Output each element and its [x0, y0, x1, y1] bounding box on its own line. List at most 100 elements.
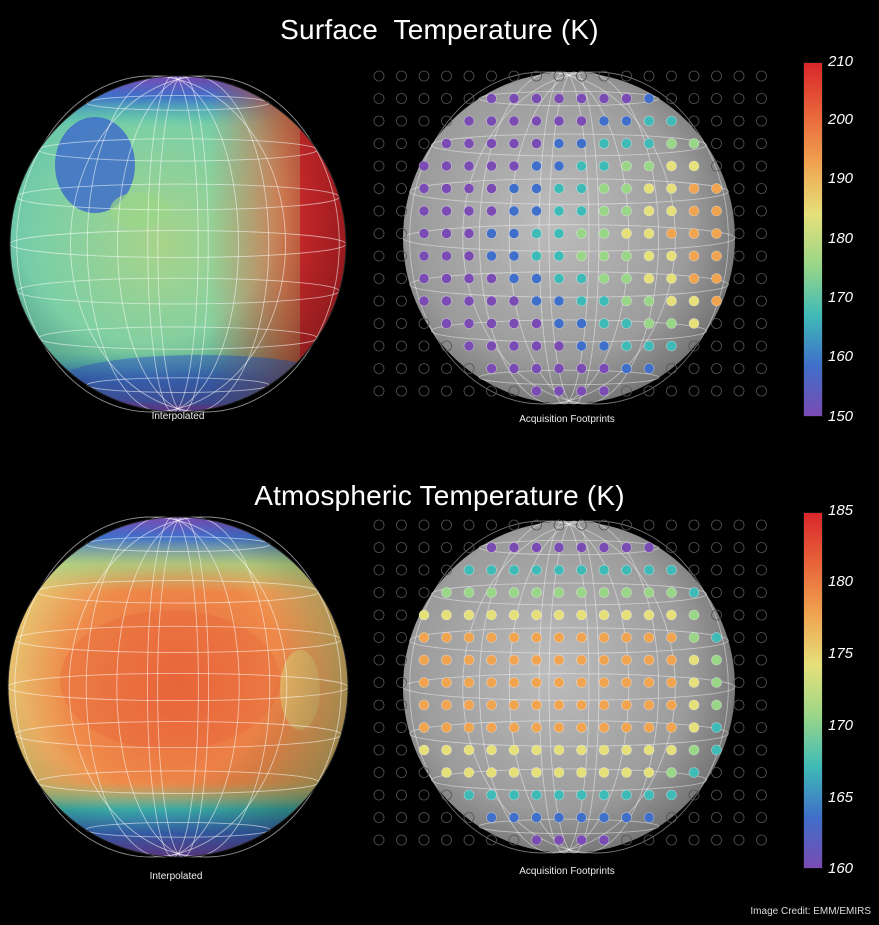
footprint-dot: [463, 767, 475, 778]
footprint-dot: [733, 722, 745, 733]
footprint-dot: [553, 542, 565, 553]
footprint-dot: [666, 699, 677, 711]
footprint-dot: [733, 363, 745, 374]
footprint-dot: [441, 654, 452, 666]
footprint-dot: [756, 789, 767, 801]
footprint-dot: [576, 250, 587, 262]
footprint-dot: [598, 138, 610, 149]
footprint-dot: [756, 677, 767, 688]
footprint-dot: [621, 609, 632, 621]
footprint-dot: [418, 767, 430, 778]
footprint-dot: [733, 385, 745, 397]
footprint-dot: [531, 183, 542, 194]
footprint-dot: [666, 183, 677, 194]
footprint-dot: [576, 789, 587, 801]
footprint-dot: [621, 632, 632, 643]
footprint-dot: [396, 744, 407, 756]
footprint-dot: [688, 205, 700, 217]
atmospheric-cb-label-180: 180: [828, 573, 854, 590]
footprint-dot: [396, 654, 407, 666]
footprint-dot: [666, 767, 677, 778]
footprint-dot: [441, 542, 452, 553]
footprint-dot: [373, 295, 385, 307]
footprint-dot: [553, 654, 565, 666]
footprint-dot: [621, 205, 632, 217]
footprint-dot: [643, 115, 655, 127]
footprint-dot: [711, 632, 722, 643]
footprint-dot: [621, 340, 632, 352]
footprint-dot: [666, 587, 677, 598]
footprint-dot: [756, 138, 767, 149]
footprint-dot: [621, 363, 632, 374]
footprint-dot: [553, 228, 565, 239]
footprint-dot: [621, 564, 632, 576]
footprint-dot: [711, 318, 722, 329]
footprint-dot: [531, 93, 542, 104]
footprint-dot: [666, 834, 677, 846]
footprint-dot: [756, 295, 767, 307]
footprint-dot: [441, 564, 452, 576]
footprint-dot: [711, 385, 722, 397]
footprint-dot: [666, 564, 677, 576]
footprint-dot: [508, 632, 520, 643]
surface-panel-title: Surface Temperature (K): [280, 14, 599, 45]
footprint-dot: [666, 93, 677, 104]
footprint-dot: [373, 273, 385, 284]
footprint-dot: [553, 699, 565, 711]
footprint-dot: [553, 564, 565, 576]
footprint-dot: [576, 542, 587, 553]
footprint-dot: [598, 115, 610, 127]
surface-colorbar: [803, 62, 823, 417]
footprint-dot: [418, 228, 430, 239]
footprint-dot: [733, 115, 745, 127]
footprint-dot: [621, 115, 632, 127]
footprint-dot: [441, 632, 452, 643]
footprint-dot: [441, 834, 452, 846]
footprint-dot: [598, 542, 610, 553]
footprint-dot: [463, 609, 475, 621]
footprint-dot: [396, 609, 407, 621]
footprint-dot: [598, 363, 610, 374]
footprint-dot: [486, 632, 497, 643]
surface-interpolated-globe: [9, 75, 347, 413]
footprint-dot: [373, 812, 385, 823]
footprint-dot: [508, 542, 520, 553]
footprint-dot: [553, 812, 565, 823]
footprint-dot: [711, 138, 722, 149]
footprint-dot: [711, 70, 722, 82]
footprint-dot: [508, 115, 520, 127]
atmospheric-cb-label-175: 175: [828, 645, 854, 662]
surface-cb-label-170: 170: [828, 289, 854, 306]
footprint-dot: [643, 250, 655, 262]
footprint-dot: [396, 542, 407, 553]
footprint-dot: [711, 183, 722, 194]
footprint-dot: [531, 654, 542, 666]
footprint-dot: [531, 70, 542, 82]
footprint-dot: [643, 318, 655, 329]
footprint-dot: [711, 542, 722, 553]
footprint-dot: [733, 205, 745, 217]
footprint-dot: [508, 93, 520, 104]
footprint-dot: [733, 632, 745, 643]
footprint-dot: [756, 250, 767, 262]
footprint-dot: [643, 273, 655, 284]
footprint-dot: [396, 205, 407, 217]
footprint-dot: [598, 70, 610, 82]
footprint-dot: [621, 677, 632, 688]
footprint-dot: [598, 519, 610, 531]
footprint-dot: [688, 542, 700, 553]
footprint-dot: [711, 767, 722, 778]
footprint-dot: [463, 542, 475, 553]
footprint-dot: [373, 834, 385, 846]
footprint-dot: [688, 677, 700, 688]
footprint-dot: [621, 767, 632, 778]
footprint-dot: [531, 564, 542, 576]
surface-footprint-globe: [373, 70, 767, 405]
surface-right-caption: Acquisition Footprints: [519, 414, 615, 425]
footprint-dot: [733, 519, 745, 531]
footprint-dot: [508, 789, 520, 801]
footprint-dot: [711, 677, 722, 688]
footprint-dot: [441, 228, 452, 239]
footprint-dot: [441, 812, 452, 823]
footprint-dot: [688, 115, 700, 127]
